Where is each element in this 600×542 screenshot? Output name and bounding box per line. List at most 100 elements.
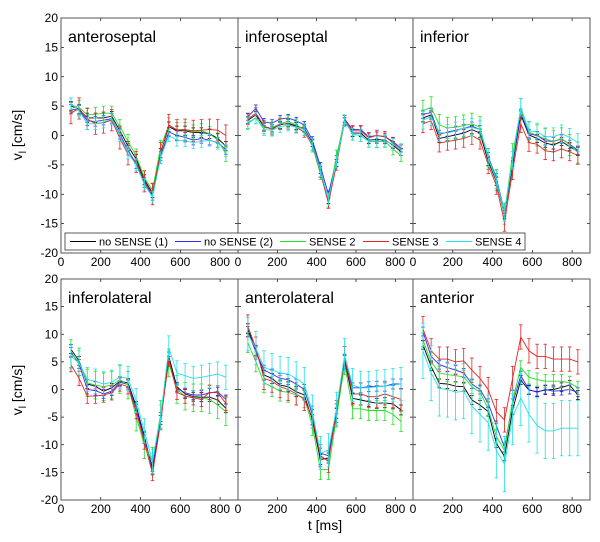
y-tick-label: 5 [51, 99, 58, 113]
series-group [69, 335, 228, 482]
y-tick-label: -10 [41, 187, 59, 201]
series-line-sense-2 [70, 104, 227, 192]
x-tick-label: 400 [483, 255, 503, 269]
panel-inferior: 0 200 400 600 800 inferior [410, 17, 591, 269]
series-line-sense-2 [422, 339, 579, 452]
x-tick-label: 600 [522, 255, 542, 269]
series-line-sense-4 [422, 350, 578, 466]
y-tick-label: 15 [45, 300, 59, 314]
panel-title: anteroseptal [68, 29, 156, 46]
legend-label: SENSE 3 [392, 237, 438, 249]
x-tick-label: 0 [410, 502, 417, 516]
series-group [421, 316, 580, 493]
series-line-sense-3 [422, 328, 579, 421]
x-tick-label: 200 [91, 255, 111, 269]
x-tick-label: 400 [307, 255, 327, 269]
panel-anterior: 0 200 400 600 800 anterior [410, 278, 591, 516]
legend-label: no SENSE (1) [99, 237, 168, 249]
y-tick-label: -5 [47, 410, 58, 424]
x-tick-label: 0 [58, 255, 65, 269]
series-line-sense-3 [247, 325, 402, 463]
panel-anterolateral: 0 200 400 600 800 anterolateral [235, 278, 414, 516]
y-tick-label: 10 [45, 327, 59, 341]
x-tick-label: 800 [562, 502, 582, 516]
panel-title: inferolateral [68, 290, 152, 307]
x-tick-label: 600 [346, 502, 366, 516]
y-tick-label: 5 [51, 355, 58, 369]
y-tick-label: -5 [47, 158, 58, 172]
panel-anteroseptal: 0 200 400 600 800 20 15 10 5 0 -5 -10 -15 -20 anterose… [41, 11, 239, 269]
panel-inferoseptal: 0 200 400 600 800 inferoseptal [235, 17, 414, 269]
x-tick-label: 600 [170, 502, 190, 516]
x-tick-label: 800 [385, 255, 405, 269]
series-line-sense-4 [247, 117, 402, 200]
panel-title: inferoseptal [245, 29, 328, 46]
series-line-no-sense-1- [422, 344, 579, 458]
x-tick-label: 600 [346, 255, 366, 269]
series-line-sense-3 [70, 358, 227, 474]
panel-frame [412, 17, 591, 254]
series-line-sense-4 [70, 103, 227, 199]
x-axis-label: t [ms] [308, 517, 342, 533]
x-tick-label: 400 [131, 255, 151, 269]
y-tick-label: -10 [41, 438, 59, 452]
x-tick-label: 400 [307, 502, 327, 516]
x-tick-label: 800 [385, 502, 405, 516]
plot-area [413, 18, 590, 253]
y-tick-label: 0 [51, 383, 58, 397]
series-group [246, 104, 403, 209]
series-line-sense-2 [247, 342, 402, 471]
panel-title: inferior [420, 29, 470, 46]
legend: no SENSE (1) no SENSE (2) SENSE 2 SENSE 3 SE… [64, 232, 526, 251]
plot-area [238, 279, 413, 500]
legend-entry: no SENSE (2) [175, 237, 273, 249]
y-tick-label: 20 [45, 11, 59, 25]
x-tick-label: 400 [131, 502, 151, 516]
x-tick-label: 0 [58, 502, 65, 516]
x-tick-label: 800 [210, 255, 230, 269]
series-group [246, 314, 403, 480]
panel-inferolateral: 0 200 400 600 800 20 15 10 5 0 -5 -10 -15 -20 inferola… [41, 272, 239, 516]
x-tick-label: 200 [443, 255, 463, 269]
y-tick-label: 10 [45, 70, 59, 84]
x-tick-label: 400 [483, 502, 503, 516]
y-tick-label: 0 [51, 129, 58, 143]
y-tick-label: 15 [45, 40, 59, 54]
x-tick-label: 200 [91, 502, 111, 516]
y-tick-label: 20 [45, 272, 59, 286]
series-line-sense-4 [422, 107, 579, 214]
y-tick-label: -15 [41, 217, 59, 231]
series-line-sense-4 [247, 334, 402, 454]
series-line-sense-4 [70, 347, 227, 462]
series-group [421, 96, 580, 232]
y-axis-label-top: vl [cm/s] [9, 110, 29, 160]
x-tick-label: 600 [522, 502, 542, 516]
x-tick-label: 0 [410, 255, 417, 269]
x-tick-label: 600 [170, 255, 190, 269]
x-tick-label: 800 [210, 502, 230, 516]
x-tick-label: 800 [562, 255, 582, 269]
y-tick-label: -20 [41, 246, 59, 260]
legend-label: SENSE 4 [475, 237, 521, 249]
y-axis-label-bottom: vl [cm/s] [9, 365, 29, 415]
y-tick-label: -20 [41, 493, 59, 507]
x-tick-label: 200 [443, 502, 463, 516]
legend-entry: SENSE 3 [363, 237, 438, 249]
panel-title: anterolateral [245, 290, 334, 307]
y-tick-label: -15 [41, 465, 59, 479]
series-line-sense-3 [422, 120, 579, 223]
panel-title: anterior [420, 290, 475, 307]
legend-entry: no SENSE (1) [70, 237, 168, 249]
x-tick-label: 0 [235, 255, 242, 269]
series-line-sense-2 [70, 353, 227, 463]
legend-entry: SENSE 2 [280, 237, 355, 249]
panels: 0 200 400 600 80020151050-5-10-15-20anterose… [41, 11, 591, 516]
legend-label: SENSE 2 [309, 237, 355, 249]
legend-entry: SENSE 4 [446, 237, 521, 249]
legend-label: no SENSE (2) [204, 237, 273, 249]
x-tick-label: 200 [267, 502, 287, 516]
plot-area [413, 279, 590, 500]
panel-frame [412, 278, 591, 501]
x-tick-label: 0 [235, 502, 242, 516]
